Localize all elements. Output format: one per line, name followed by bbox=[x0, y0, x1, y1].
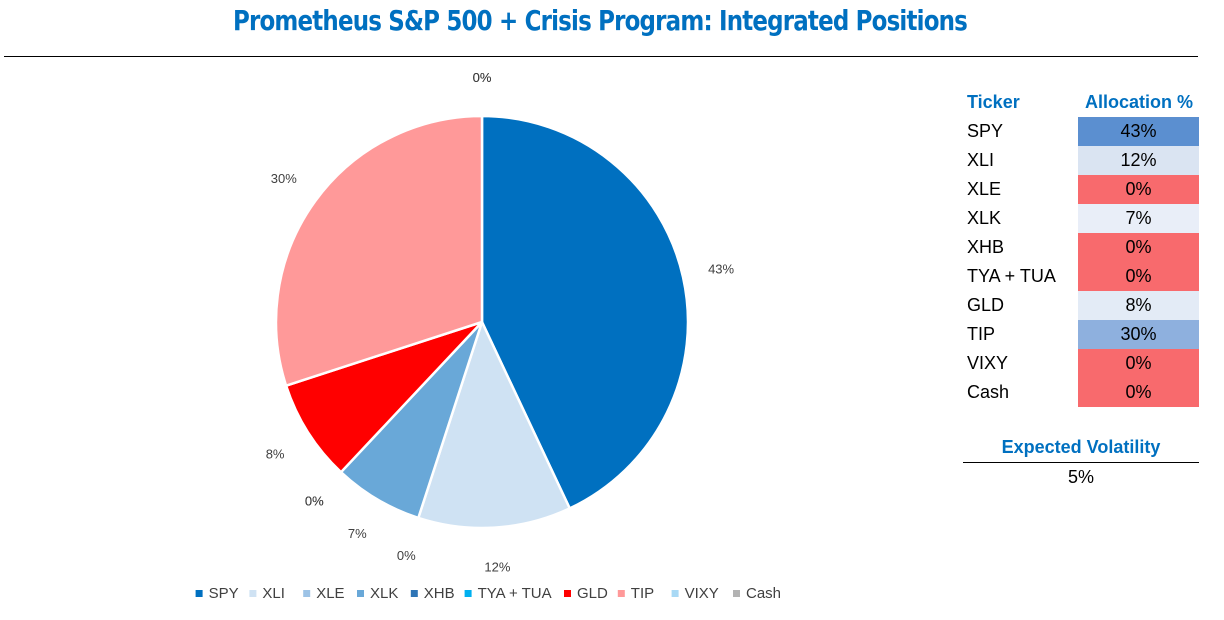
pie-slices bbox=[274, 114, 690, 530]
pie-slice-xli bbox=[416, 318, 572, 530]
volatility-divider bbox=[963, 462, 1199, 463]
pie-data-labels: 43%12%0%7%0%0%8%30%0%0% bbox=[266, 70, 735, 575]
legend-item-xli: XLI bbox=[249, 585, 285, 602]
legend-swatch bbox=[564, 590, 571, 597]
allocation-cell: 7% bbox=[1078, 204, 1199, 233]
allocation-cell: 0% bbox=[1078, 378, 1199, 407]
data-label-xlk: 7% bbox=[348, 526, 367, 541]
ticker-cell: TYA + TUA bbox=[967, 266, 1056, 286]
data-label-tya-tua: 0% bbox=[305, 494, 324, 509]
table-row: Cash 0% bbox=[963, 378, 1199, 407]
legend-label: XLK bbox=[370, 585, 398, 602]
legend-swatch bbox=[303, 590, 311, 597]
table-header: Ticker Allocation % bbox=[963, 88, 1199, 117]
table-row: GLD 8% bbox=[963, 291, 1199, 320]
legend-swatch bbox=[410, 590, 418, 597]
legend-label: GLD bbox=[577, 585, 608, 602]
legend-swatch bbox=[671, 590, 679, 597]
table-row: XLK 7% bbox=[963, 204, 1199, 233]
legend-label: SPY bbox=[209, 585, 239, 602]
legend-swatch bbox=[617, 590, 625, 597]
table-row: XLI 12% bbox=[963, 146, 1199, 175]
data-label-xhb: 0% bbox=[305, 494, 324, 509]
legend-item-gld: GLD bbox=[564, 585, 608, 602]
legend-item-xhb: XHB bbox=[410, 585, 455, 602]
expected-volatility-value: 5% bbox=[1067, 467, 1094, 487]
allocation-cell: 43% bbox=[1078, 117, 1199, 146]
legend-swatch bbox=[195, 590, 203, 597]
legend-swatch bbox=[357, 590, 364, 597]
legend-label: XLE bbox=[316, 585, 344, 602]
ticker-cell: VIXY bbox=[967, 353, 1009, 373]
ticker-cell: XLI bbox=[967, 150, 995, 170]
ticker-cell: XHB bbox=[967, 237, 1005, 257]
allocation-cell: 0% bbox=[1078, 233, 1199, 262]
table-row: TIP 30% bbox=[963, 320, 1199, 349]
legend-label: Cash bbox=[746, 585, 781, 602]
table-row: XHB 0% bbox=[963, 233, 1199, 262]
title-divider bbox=[4, 56, 1198, 57]
allocation-cell: 30% bbox=[1078, 320, 1199, 349]
pie-slice-gld bbox=[284, 320, 483, 474]
allocation-cell: 0% bbox=[1078, 262, 1199, 291]
legend-item-spy: SPY bbox=[195, 585, 239, 602]
allocation-table: Ticker Allocation % SPY 43% XLI 12% XLE 0% XLK… bbox=[963, 88, 1199, 407]
pie-slice-spy bbox=[480, 114, 690, 511]
legend-item-xlk: XLK bbox=[357, 585, 398, 602]
legend-swatch bbox=[249, 590, 257, 597]
pie-chart: 43%12%0%7%0%0%8%30%0%0% SPY XLI XLE XLK XHB T… bbox=[195, 70, 781, 602]
legend-swatch bbox=[464, 590, 472, 597]
legend-item-xle: XLE bbox=[303, 585, 345, 602]
table-row: SPY 43% bbox=[963, 117, 1199, 146]
legend-item-cash: Cash bbox=[733, 585, 781, 602]
header-ticker: Ticker bbox=[967, 92, 1020, 112]
data-label-xle: 0% bbox=[397, 548, 416, 563]
ticker-cell: GLD bbox=[967, 295, 1005, 315]
allocation-cell: 12% bbox=[1078, 146, 1199, 175]
legend-label: TIP bbox=[631, 585, 654, 602]
data-label-gld: 8% bbox=[266, 446, 285, 461]
legend-item-vixy: VIXY bbox=[671, 585, 719, 602]
ticker-cell: Cash bbox=[967, 382, 1010, 402]
ticker-cell: TIP bbox=[967, 324, 996, 344]
allocation-cell: 8% bbox=[1078, 291, 1199, 320]
data-label-cash: 0% bbox=[473, 70, 492, 85]
ticker-cell: XLK bbox=[967, 208, 1002, 228]
allocation-cell: 0% bbox=[1078, 175, 1199, 204]
data-label-spy: 43% bbox=[708, 262, 734, 277]
chart-title: Prometheus S&P 500 + Crisis Program: Int… bbox=[232, 4, 968, 37]
allocation-cell: 0% bbox=[1078, 349, 1199, 378]
legend-label: XHB bbox=[424, 585, 455, 602]
expected-volatility-label: Expected Volatility bbox=[1001, 437, 1161, 457]
legend-label: VIXY bbox=[685, 585, 719, 602]
data-label-tip: 30% bbox=[271, 171, 297, 186]
legend: SPY XLI XLE XLK XHB TYA + TUA GLD TIP VIXY Cash bbox=[195, 585, 781, 602]
ticker-cell: XLE bbox=[967, 179, 1002, 199]
table-row: XLE 0% bbox=[963, 175, 1199, 204]
legend-swatch bbox=[733, 590, 740, 597]
legend-label: XLI bbox=[262, 585, 285, 602]
table-row: VIXY 0% bbox=[963, 349, 1199, 378]
data-label-vixy: 0% bbox=[473, 70, 492, 85]
legend-item-tya-tua: TYA + TUA bbox=[464, 585, 552, 602]
pie-slice-tip bbox=[274, 114, 484, 388]
data-label-xli: 12% bbox=[484, 560, 510, 575]
legend-label: TYA + TUA bbox=[478, 585, 552, 602]
legend-item-tip: TIP bbox=[617, 585, 654, 602]
header-allocation: Allocation % bbox=[1084, 92, 1193, 112]
ticker-cell: SPY bbox=[967, 121, 1004, 141]
table-row: TYA + TUA 0% bbox=[963, 262, 1199, 291]
